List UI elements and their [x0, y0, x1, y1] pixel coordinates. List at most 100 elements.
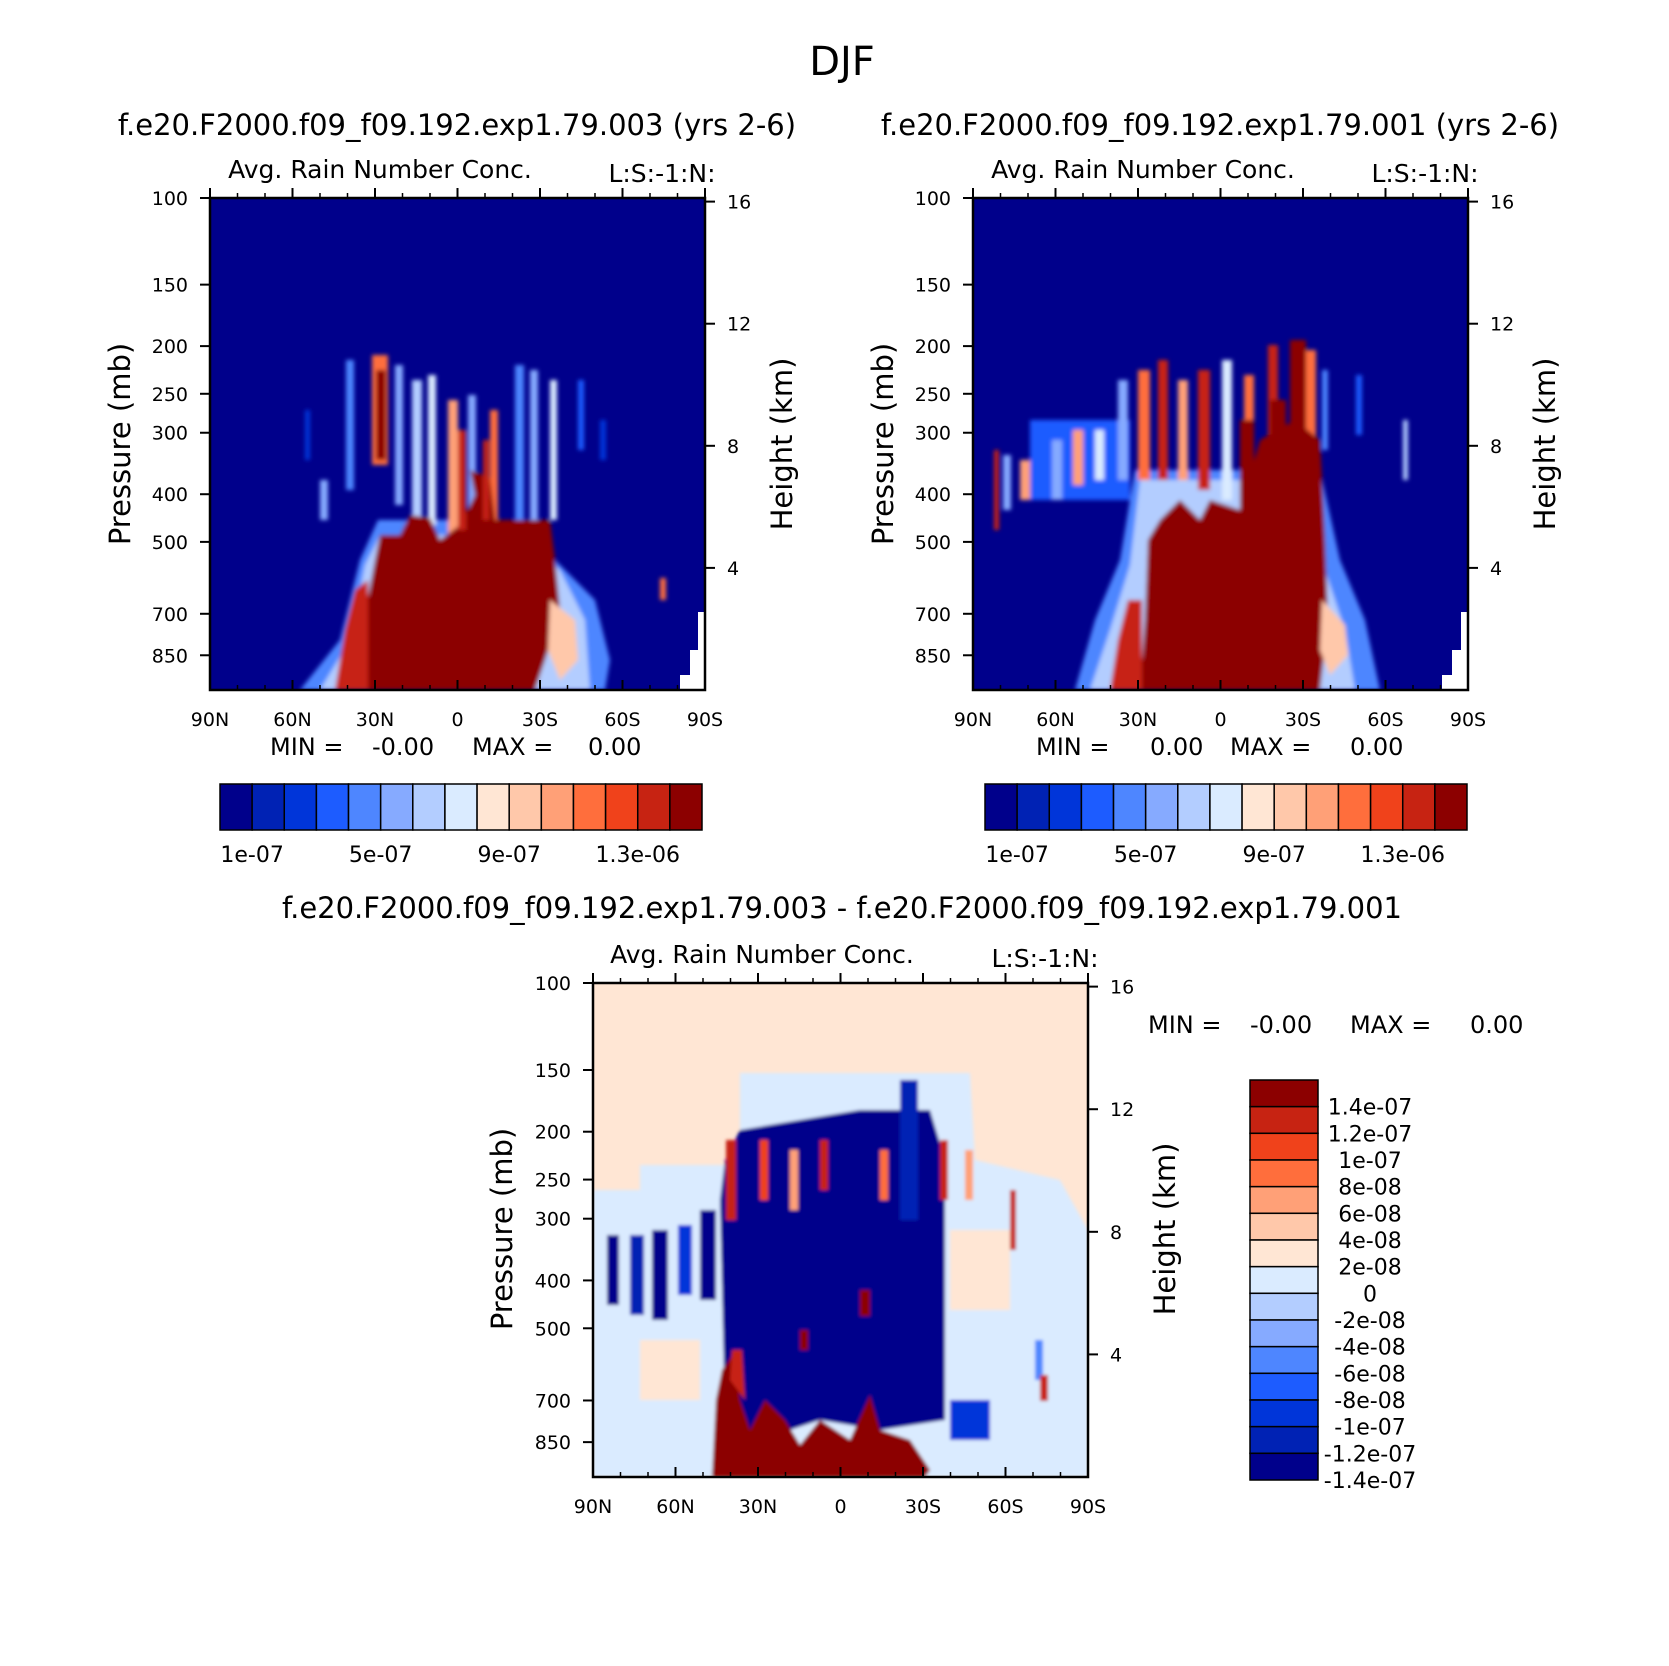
panel-2-min-label: MIN =: [1036, 733, 1109, 761]
x-tick-label: 30S: [522, 709, 558, 731]
panel-2-streak: [1118, 380, 1128, 480]
colorbar-box: [412, 783, 446, 831]
y-right-tick-label: 4: [727, 558, 739, 580]
panel-1-min-label: MIN =: [270, 733, 343, 761]
colorbar-box: [1177, 783, 1211, 831]
x-tick-label: 90N: [574, 1496, 612, 1518]
panel-2-streak: [1158, 360, 1168, 480]
panel-3-light-patch: [950, 1230, 1010, 1310]
panel-2-contour-north: [1110, 600, 1142, 690]
colorbar-label: 2e-08: [1338, 1256, 1401, 1281]
x-tick-label: 90S: [687, 709, 723, 731]
x-tick-label: 0: [834, 1496, 846, 1518]
panel-2-streak: [1138, 370, 1150, 480]
y-right-tick-label: 16: [1110, 977, 1134, 999]
panel-3-streak-red: [1010, 1190, 1016, 1250]
colorbar-box: [1249, 1452, 1319, 1481]
y-tick-label: 250: [915, 384, 951, 406]
y-right-tick-label: 12: [1490, 314, 1514, 336]
colorbar-box: [1249, 1239, 1319, 1268]
y-right-tick-label: 4: [1110, 1344, 1122, 1366]
panel-2-streak: [994, 450, 999, 530]
x-tick-label: 30N: [1119, 709, 1157, 731]
y-tick-label: 500: [535, 1318, 571, 1340]
y-tick-label: 200: [152, 336, 188, 358]
panel-3-max-value: 0.00: [1470, 1011, 1523, 1039]
y-tick-label: 100: [915, 188, 951, 210]
colorbar-label: 6e-08: [1338, 1202, 1401, 1227]
panel-3-ylabel-right: Height (km): [1148, 1143, 1182, 1316]
panel-1-streak: [412, 380, 422, 530]
panel-3-axes: 90N 60N 30N 0 30S 60S 90S 100 150 200 250 300 400 500…: [535, 973, 1134, 1518]
panel-2-field: [994, 340, 1408, 690]
colorbar-box: [1305, 783, 1340, 831]
x-tick-label: 60S: [1367, 709, 1403, 731]
colorbar-box: [1249, 1319, 1319, 1348]
panel-3-streak-red: [820, 1140, 828, 1190]
panel-2-streak: [1306, 350, 1316, 450]
colorbar-box: [669, 783, 703, 831]
colorbar-box: [476, 783, 510, 831]
x-tick-label: 30S: [1285, 709, 1321, 731]
panel-1-streak-hot: [483, 440, 489, 520]
panel-1-streak: [550, 380, 557, 520]
colorbar-box: [540, 783, 575, 831]
panel-3-streak-blue: [950, 1400, 990, 1440]
y-right-tick-label: 8: [727, 436, 739, 458]
panel-1-colorbar: 1e-07 5e-07 9e-07 1.3e-06: [219, 783, 703, 868]
colorbar-box: [572, 783, 607, 831]
x-tick-label: 30N: [739, 1496, 777, 1518]
panel-1-max-value: 0.00: [588, 733, 641, 761]
colorbar-box: [1249, 1132, 1319, 1161]
y-tick-label: 100: [152, 188, 188, 210]
page-title: DJF: [809, 39, 875, 85]
colorbar-label: 5e-07: [1114, 843, 1177, 868]
colorbar-box: [1401, 783, 1436, 831]
y-tick-label: 300: [535, 1209, 571, 1231]
colorbar-box: [219, 783, 253, 831]
colorbar-box: [444, 783, 478, 831]
y-right-tick-label: 16: [1490, 192, 1514, 214]
x-tick-label: 0: [451, 709, 463, 731]
colorbar-box: [1249, 1345, 1319, 1375]
y-tick-label: 400: [915, 484, 951, 506]
panel-3-core-red: [712, 1352, 930, 1477]
y-tick-label: 150: [535, 1060, 571, 1082]
y-right-tick-label: 16: [727, 192, 751, 214]
colorbar-box: [1249, 1185, 1319, 1215]
colorbar-label: -2e-08: [1334, 1309, 1405, 1334]
panel-2-streak: [1178, 380, 1188, 480]
panel-1-streak: [320, 480, 328, 520]
panel-2-streak-hot: [1270, 400, 1286, 500]
panel-2-axes: 90N 60N 30N 0 30S 60S 90S 100 150 200 250 300 400 500…: [915, 188, 1514, 731]
panel-2-plot-area: [973, 198, 1468, 690]
colorbar-label: 1.2e-07: [1328, 1122, 1412, 1147]
y-right-tick-label: 4: [1490, 558, 1502, 580]
panel-1-streak: [660, 578, 666, 600]
panel-2-ylabel: Pressure (mb): [866, 343, 900, 545]
panel-1-streak: [578, 380, 584, 450]
panel-1-streak: [428, 375, 436, 525]
y-tick-label: 700: [535, 1390, 571, 1412]
panel-3-ylabel: Pressure (mb): [485, 1128, 519, 1330]
panel-2-streak: [1322, 370, 1328, 450]
y-tick-label: 400: [152, 484, 188, 506]
x-tick-label: 60S: [987, 1496, 1023, 1518]
panel-2-corner-label: L:S:-1:N:: [1371, 159, 1478, 188]
colorbar-label: 9e-07: [477, 843, 540, 868]
x-tick-label: 90S: [1450, 709, 1486, 731]
panel-3-light-patch: [640, 1340, 700, 1400]
panel-3-case-title: f.e20.F2000.f09_f09.192.exp1.79.003 - f.…: [282, 891, 1402, 925]
colorbar-label: -1.4e-07: [1324, 1469, 1416, 1494]
panel-1-corner-label: L:S:-1:N:: [608, 159, 715, 188]
colorbar-box: [1241, 783, 1275, 831]
y-tick-label: 700: [915, 604, 951, 626]
panel-2-streak: [1222, 360, 1232, 500]
x-tick-label: 60N: [273, 709, 311, 731]
panel-1-plot-area: [210, 198, 705, 690]
colorbar-box: [604, 783, 639, 831]
colorbar-label: 5e-07: [349, 843, 412, 868]
y-tick-label: 200: [535, 1122, 571, 1144]
colorbar-label: 1.3e-06: [1360, 843, 1444, 868]
colorbar-box: [1273, 783, 1308, 831]
